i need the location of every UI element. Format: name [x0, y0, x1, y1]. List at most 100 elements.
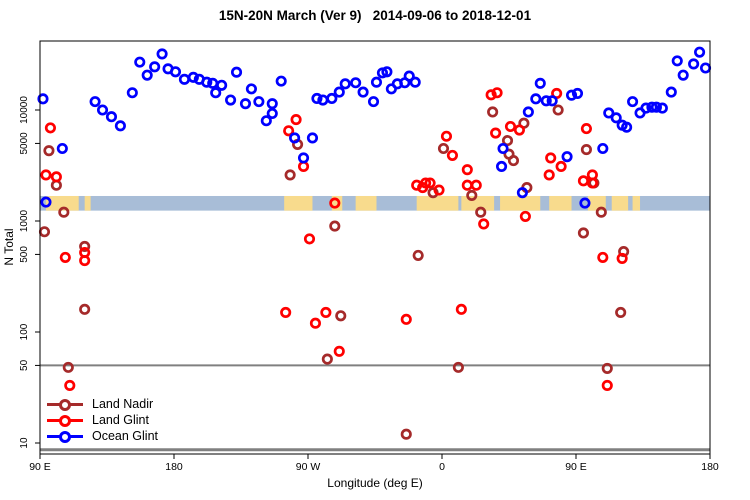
data-point — [62, 361, 74, 373]
data-point — [275, 75, 287, 87]
legend-label: Land Glint — [92, 413, 149, 427]
data-point — [555, 160, 567, 173]
data-point — [546, 95, 558, 107]
map-band-land — [416, 195, 459, 211]
data-point — [530, 93, 542, 105]
legend-label: Ocean Glint — [92, 429, 159, 443]
plot-box — [39, 40, 711, 455]
x-tick-label: 0 — [439, 461, 445, 473]
x-tick-label: 180 — [165, 461, 183, 473]
y-tick-label: 1000 — [19, 209, 30, 232]
data-point — [79, 255, 91, 267]
data-point — [79, 240, 91, 252]
data-point — [485, 89, 497, 101]
data-point — [455, 303, 467, 315]
data-point — [452, 361, 464, 373]
data-point — [504, 120, 517, 133]
data-point — [333, 86, 345, 98]
data-point — [601, 379, 613, 391]
data-point — [580, 123, 592, 135]
data-point — [437, 142, 450, 155]
data-point — [89, 96, 101, 108]
data-point — [370, 76, 383, 88]
data-point — [540, 95, 552, 107]
legend-label: Land Nadir — [92, 397, 154, 411]
data-point — [114, 120, 126, 132]
data-point — [597, 251, 609, 263]
data-point — [403, 70, 415, 82]
x-tick-label: 180 — [701, 461, 719, 473]
data-point — [543, 169, 555, 181]
data-point — [289, 132, 301, 144]
data-point — [616, 252, 628, 264]
data-point — [283, 125, 295, 137]
data-point — [290, 114, 302, 126]
data-point — [497, 142, 509, 155]
data-point — [335, 310, 347, 322]
data-point — [694, 46, 706, 58]
data-point — [56, 142, 68, 155]
data-point — [297, 160, 310, 173]
data-point — [149, 61, 161, 73]
data-point — [59, 251, 71, 263]
legend-item-land-nadir: Land Nadir — [47, 398, 158, 411]
data-point — [367, 96, 380, 108]
data-point — [79, 303, 91, 315]
data-point — [446, 149, 458, 161]
data-point — [284, 169, 296, 181]
data-point — [245, 83, 257, 95]
data-point — [350, 77, 362, 89]
data-point — [225, 94, 237, 106]
data-point — [586, 177, 598, 189]
x-tick-label: 90 W — [296, 461, 321, 473]
data-point — [210, 87, 222, 99]
data-point — [621, 121, 633, 133]
data-point — [40, 169, 52, 181]
x-tick-label: 90 E — [29, 461, 51, 473]
data-point — [44, 122, 56, 134]
data-point — [43, 145, 55, 157]
data-point — [126, 87, 138, 99]
data-point — [326, 92, 338, 105]
data-point — [216, 79, 228, 91]
data-point — [478, 218, 490, 230]
data-point — [266, 98, 278, 110]
land-glint-marker-icon — [47, 414, 83, 427]
data-point — [513, 124, 525, 136]
data-point — [178, 73, 190, 85]
data-point — [207, 77, 219, 89]
x-tick-label: 90 E — [565, 461, 587, 473]
data-point — [601, 362, 613, 374]
data-point — [475, 206, 487, 218]
data-point — [603, 107, 615, 119]
data-point — [317, 94, 329, 106]
map-band-land — [549, 195, 572, 211]
data-point — [253, 96, 265, 108]
data-point — [650, 101, 662, 113]
data-point — [400, 313, 412, 325]
data-point — [260, 115, 272, 127]
data-point — [665, 86, 677, 98]
x-axis-title: Longitude (deg E) — [327, 476, 423, 490]
data-point — [156, 48, 168, 60]
data-point — [565, 89, 578, 101]
data-point — [64, 379, 76, 391]
data-point — [627, 96, 639, 108]
legend-item-land-glint: Land Glint — [47, 414, 158, 427]
data-point — [615, 306, 627, 319]
map-band-land — [45, 195, 79, 211]
data-point — [105, 111, 118, 123]
data-point — [306, 132, 319, 144]
data-point — [671, 55, 683, 67]
data-point — [141, 69, 153, 81]
data-point — [507, 155, 520, 167]
data-point — [491, 87, 503, 99]
y-tick-label: 10000 — [19, 96, 30, 124]
data-point — [501, 135, 514, 147]
data-point — [357, 86, 369, 98]
data-point — [169, 66, 182, 78]
data-point — [640, 102, 652, 114]
data-point — [187, 71, 199, 83]
data-point — [461, 164, 473, 176]
